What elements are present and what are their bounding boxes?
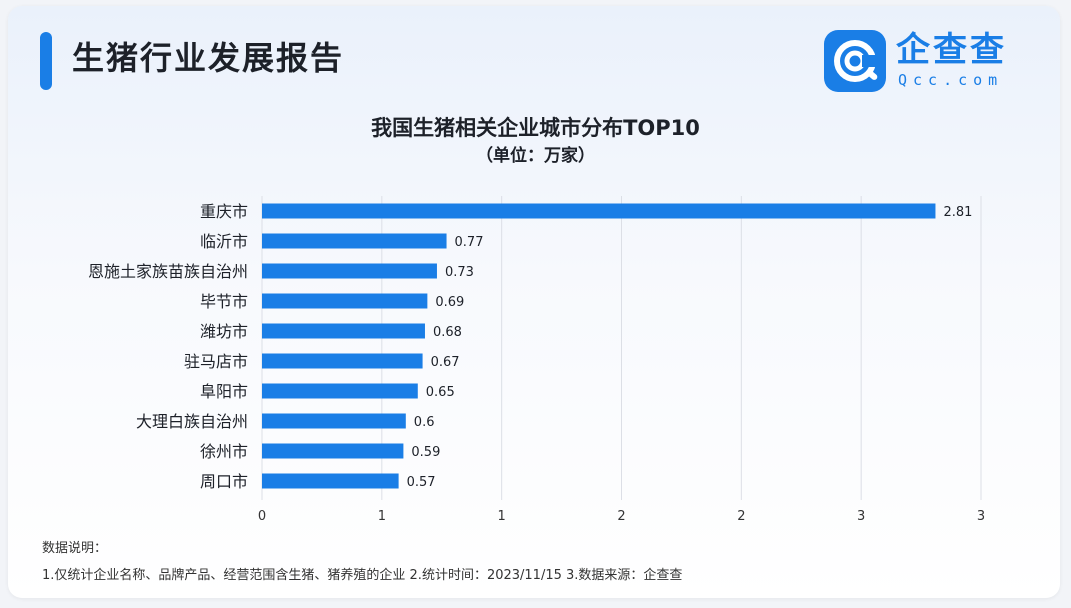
value-label: 0.6 — [414, 415, 435, 430]
category-label: 驻马店市 — [184, 352, 248, 371]
x-tick-label: 3 — [977, 509, 985, 524]
bar — [262, 263, 437, 279]
x-tick-label: 3 — [857, 509, 865, 524]
value-label: 0.65 — [426, 385, 455, 400]
bar — [262, 413, 406, 429]
bar — [262, 473, 399, 489]
chart-title: 我国生猪相关企业城市分布TOP10 — [371, 116, 700, 140]
bar — [262, 323, 425, 339]
notes-text: 1.仅统计企业名称、品牌产品、经营范围含生猪、猪养殖的企业 2.统计时间：202… — [42, 568, 683, 583]
notes-heading: 数据说明： — [42, 541, 108, 556]
value-label: 0.73 — [445, 265, 474, 280]
value-label: 2.81 — [943, 205, 972, 220]
title-accent-bar — [40, 32, 52, 90]
category-label: 毕节市 — [200, 292, 248, 311]
category-label: 阜阳市 — [200, 382, 248, 401]
chart-subtitle: （单位：万家） — [476, 146, 595, 166]
category-label: 重庆市 — [200, 202, 248, 221]
report-title: 生猪行业发展报告 — [72, 39, 345, 77]
value-label: 0.68 — [433, 325, 462, 340]
value-label: 0.57 — [407, 475, 436, 490]
bar — [262, 203, 936, 219]
value-label: 0.67 — [431, 355, 460, 370]
value-label: 0.69 — [435, 295, 464, 310]
bar — [262, 353, 423, 369]
value-label: 0.59 — [411, 445, 440, 460]
bar — [262, 443, 404, 459]
category-label: 恩施土家族苗族自治州 — [88, 262, 248, 281]
report-card — [8, 6, 1060, 598]
x-tick-label: 0 — [258, 509, 266, 524]
x-tick-label: 1 — [378, 509, 386, 524]
qcc-logo-icon — [824, 30, 886, 92]
bar — [262, 233, 447, 249]
value-label: 0.77 — [455, 235, 484, 250]
bar — [262, 293, 428, 309]
logo-name-en: Qcc.com — [898, 71, 1004, 89]
category-label: 周口市 — [200, 472, 248, 491]
category-label: 潍坊市 — [200, 322, 248, 341]
x-tick-label: 2 — [617, 509, 625, 524]
category-label: 临沂市 — [200, 232, 248, 251]
x-tick-label: 1 — [498, 509, 506, 524]
logo-name-cn: 企查查 — [896, 30, 1007, 70]
bar — [262, 383, 418, 399]
x-tick-label: 2 — [737, 509, 745, 524]
qcc-logo: 企查查 Qcc.com — [824, 30, 1024, 94]
category-label: 徐州市 — [200, 442, 248, 461]
category-label: 大理白族自治州 — [136, 412, 248, 431]
